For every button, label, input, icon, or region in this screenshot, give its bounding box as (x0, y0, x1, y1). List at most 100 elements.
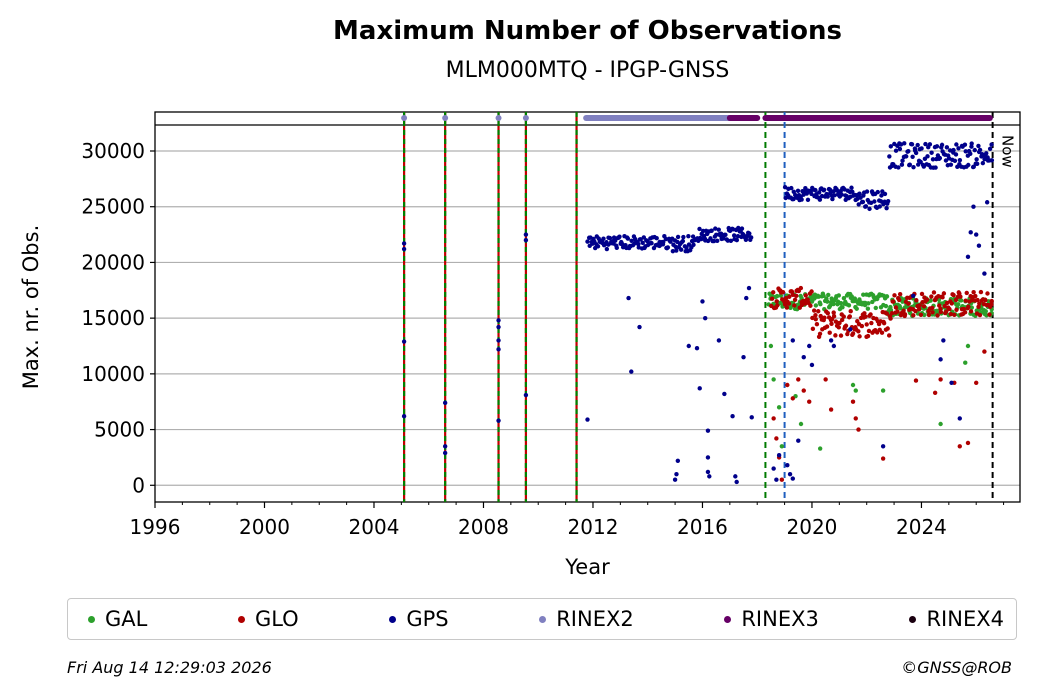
series-gps-point (949, 380, 954, 385)
series-gal-point (779, 444, 785, 449)
series-gps-point (736, 225, 741, 231)
series-gps-point (686, 233, 691, 239)
series-gps-point (834, 188, 840, 193)
series-gal-point (922, 312, 927, 318)
series-gal-point (849, 294, 854, 299)
series-gps-point (678, 247, 684, 252)
series-gps-point (741, 354, 746, 360)
series-gps-point (697, 226, 702, 232)
series-gps-point (680, 238, 686, 244)
x-tick-label: 2020 (787, 515, 838, 539)
series-glo-point (924, 297, 930, 302)
series-gps-point (703, 315, 708, 321)
series-glo-point (784, 305, 790, 310)
series-gps-point (887, 154, 892, 159)
series-gps-point (442, 450, 448, 456)
series-gps-point (913, 150, 919, 156)
series-gps-point (938, 357, 943, 362)
series-gal-point (818, 301, 823, 307)
series-gps-point (849, 185, 854, 190)
series-gps-point (984, 200, 990, 205)
series-gps-point (654, 236, 659, 241)
series-gps-point (604, 246, 610, 252)
series-gps-point (749, 415, 754, 420)
series-gal-point (883, 303, 889, 309)
series-glo-point (856, 427, 861, 432)
legend-item-glo: GLO (237, 607, 299, 631)
series-gps-point (629, 238, 634, 243)
series-gps-point (893, 148, 899, 153)
series-glo-point (930, 310, 935, 315)
series-gps-point (617, 234, 622, 239)
series-gal-point (963, 360, 968, 365)
chart-title: Maximum Number of Observations (333, 16, 842, 46)
series-glo-point (881, 320, 887, 326)
series-gps-point (715, 238, 720, 244)
series-glo-point (963, 298, 968, 303)
series-gal-point (854, 306, 859, 311)
series-gps-point (595, 244, 601, 249)
series-glo-point (787, 294, 792, 299)
series-glo-point (930, 305, 935, 311)
series-gal-point (884, 294, 890, 299)
series-gal-point (821, 293, 826, 299)
series-gps-point (925, 154, 930, 159)
footer-timestamp: Fri Aug 14 12:29:03 2026 (67, 658, 272, 677)
series-gps-point (929, 150, 934, 155)
series-glo-point (952, 312, 957, 318)
series-gps-point (735, 234, 741, 239)
series-gal-point (938, 421, 943, 427)
legend-label-gal: GAL (105, 607, 148, 631)
series-gal-point (853, 388, 858, 393)
series-glo-point (811, 308, 817, 313)
series-gps-point (867, 206, 872, 212)
series-gps-point (968, 230, 973, 235)
series-gps-point (930, 157, 936, 162)
series-glo-point (816, 309, 821, 314)
series-gps-point (954, 142, 959, 147)
series-glo-point (931, 290, 937, 295)
series-gps-point (782, 184, 788, 190)
x-tick-label: 2024 (896, 515, 947, 539)
series-glo-point (850, 399, 856, 404)
series-glo-point (942, 303, 947, 309)
series-glo-point (818, 313, 823, 319)
series-glo-point (901, 308, 906, 313)
series-gps-point (809, 362, 815, 368)
series-glo-point (914, 298, 919, 303)
series-glo-point (978, 289, 984, 295)
series-glo-point (886, 333, 892, 338)
series-gps-point (691, 242, 696, 247)
series-gps-point (813, 187, 818, 193)
series-glo-point (794, 293, 799, 299)
series-gps-point (972, 147, 977, 153)
series-glo-point (827, 330, 832, 335)
rinex-dot-rinex2 (442, 115, 449, 121)
series-glo-point (918, 312, 924, 317)
series-gps-point (790, 476, 796, 481)
series-gps-point (661, 239, 666, 245)
series-gps-point (496, 338, 501, 343)
series-glo-point (944, 309, 949, 314)
series-gps-point (401, 414, 407, 419)
series-glo-point (862, 311, 867, 316)
series-glo-point (916, 306, 922, 312)
series-glo-point (847, 314, 853, 319)
series-gps-point (670, 248, 676, 254)
series-glo-point (982, 349, 987, 354)
series-glo-point (902, 312, 908, 317)
series-gps-point (856, 202, 861, 207)
series-gps-point (872, 199, 877, 204)
series-gal-point (836, 293, 842, 298)
series-glo-point (809, 289, 814, 294)
series-glo-point (897, 292, 903, 297)
series-glo-point (865, 333, 871, 339)
legend-item-gps: GPS (389, 607, 449, 631)
series-gal-point (898, 306, 903, 311)
series-gps-point (713, 232, 719, 238)
series-gps-point (601, 236, 606, 241)
series-gps-point (911, 164, 916, 170)
series-gps-point (636, 245, 641, 250)
series-gal-point (850, 382, 856, 388)
series-glo-point (896, 297, 902, 303)
